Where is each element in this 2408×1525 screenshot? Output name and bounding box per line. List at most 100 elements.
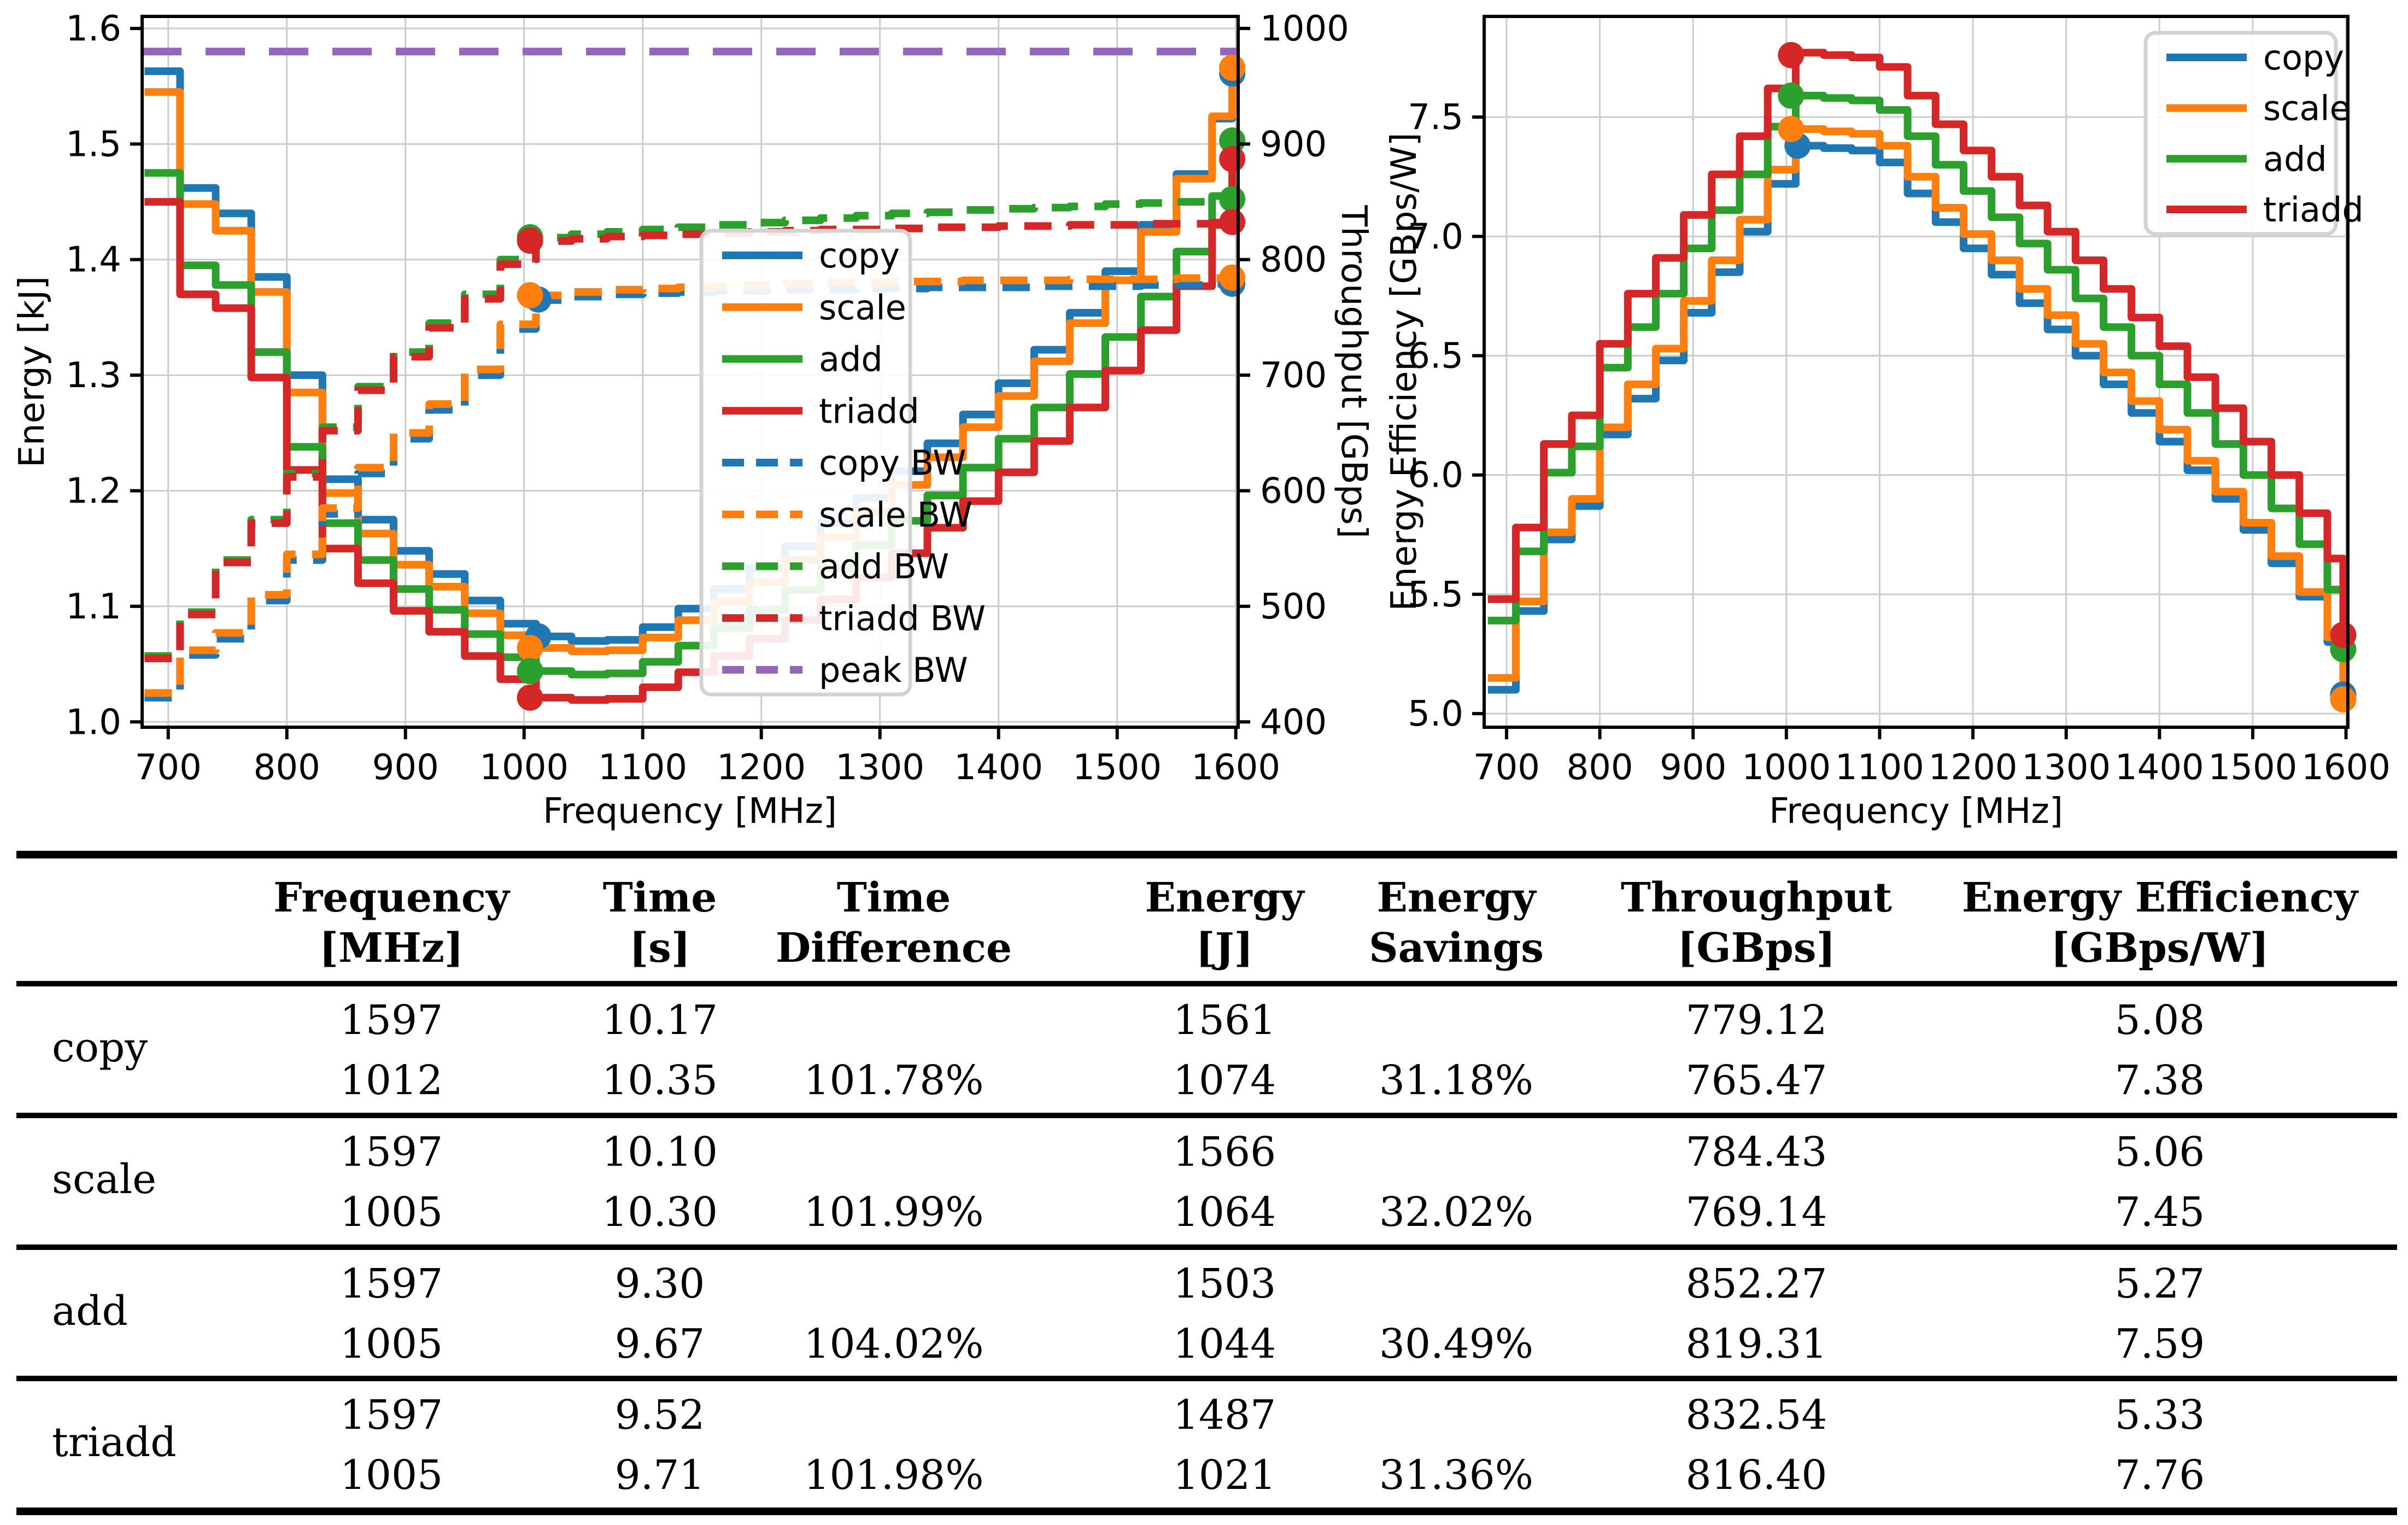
tick-label-x: 800 [1566, 747, 1633, 788]
series-line-scale [1487, 125, 2347, 699]
series-lines [1487, 49, 2347, 699]
legend-label-scale-BW: scale BW [819, 495, 972, 535]
series-line-scale [144, 67, 1237, 656]
legend-label-add-BW: add BW [819, 547, 949, 587]
table-cell: 1561 [1173, 997, 1276, 1044]
table-cell: 769.14 [1685, 1188, 1827, 1236]
results-table: Frequency [MHz] Time [s] Time Difference Energ… [0, 842, 2408, 1525]
series-line-add [1487, 91, 2347, 650]
table-cell: 10.17 [602, 997, 718, 1044]
marker-scale [517, 634, 543, 661]
tick-label-x: 1400 [2115, 747, 2204, 788]
table-cell: 765.47 [1685, 1057, 1827, 1104]
tick-label-y: 1.5 [66, 124, 121, 165]
column-header: Energy Efficiency [1961, 874, 2358, 921]
table-rule [16, 1113, 2397, 1118]
tick-label-y2: 700 [1260, 355, 1327, 396]
tick-label-y: 1.0 [66, 702, 121, 743]
legend-label-copy: copy [819, 236, 900, 276]
tick-label-y2: 400 [1260, 702, 1327, 743]
column-header: [GBps] [1677, 925, 1836, 972]
tick-label-y2: 500 [1260, 587, 1327, 627]
table-cell: 779.12 [1685, 997, 1827, 1044]
axis-tick-labels: 700 800 900 1000 1100 1200 1300 1400 1500 1600 5.0… [1408, 97, 2391, 788]
column-header: Time [836, 874, 951, 921]
legend: copy scale add triadd copy BW scale BW add BW t… [699, 229, 986, 697]
tick-label-y: 1.3 [66, 355, 121, 396]
tick-label-x: 1300 [835, 747, 924, 788]
table-cell: 784.43 [1685, 1128, 1827, 1176]
legend-label-triadd: triadd [819, 391, 919, 431]
tick-label-x: 1500 [2208, 747, 2298, 788]
table-cell: 1044 [1173, 1320, 1276, 1368]
column-header: Difference [775, 925, 1012, 972]
marker-triadd [2330, 622, 2357, 648]
legend: copy scale add triadd [2143, 31, 2364, 236]
tick-label-y: 5.5 [1408, 575, 1463, 615]
table-cell: 1021 [1173, 1452, 1276, 1499]
table-rule [16, 981, 2397, 986]
tick-label-x: 1000 [1742, 747, 1831, 788]
table-cell: 32.02% [1379, 1188, 1534, 1236]
tick-label-x: 1600 [1191, 747, 1280, 788]
table-cell: 101.78% [804, 1057, 984, 1104]
marker-scale-BW [1219, 264, 1246, 291]
marker-triadd [1778, 42, 1804, 68]
marker-scale [1219, 54, 1246, 81]
series-line-triadd-BW [144, 219, 1237, 662]
legend-label-triadd: triadd [2263, 190, 2364, 230]
table-cell: 1074 [1173, 1057, 1276, 1104]
tick-label-x: 1100 [598, 747, 687, 788]
table-rule [16, 1376, 2397, 1381]
legend-label-add: add [2263, 139, 2327, 179]
column-header: Energy [1145, 874, 1304, 921]
legend-label-scale: scale [819, 288, 906, 328]
y-axis-label: Energy Efficiency [GBps/W] [1384, 132, 1425, 611]
table-cell: 816.40 [1685, 1452, 1827, 1499]
table-cell: 7.76 [2114, 1452, 2205, 1499]
plot-border [1483, 15, 2350, 729]
table-cell: 1012 [339, 1057, 443, 1104]
tick-label-x: 900 [372, 747, 439, 788]
table-cell: 104.02% [804, 1320, 984, 1368]
column-header: [s] [629, 925, 690, 972]
tick-label-x: 1200 [717, 747, 806, 788]
legend-box [699, 229, 912, 697]
table-cell: 7.59 [2114, 1320, 2205, 1368]
series-line-copy-BW [144, 280, 1233, 702]
tick-label-y: 1.1 [66, 587, 121, 627]
table-cell: 1005 [339, 1320, 443, 1368]
table-cell: 1597 [339, 1260, 443, 1307]
tick-label-y2: 600 [1260, 471, 1327, 512]
tick-label-x: 1200 [1929, 747, 2018, 788]
legend-label-copy-BW: copy BW [819, 443, 966, 483]
table-cell: 9.52 [614, 1392, 705, 1439]
table-rule [16, 1508, 2397, 1515]
tick-label-y: 5.0 [1408, 694, 1463, 734]
table-cell: 5.06 [2114, 1128, 2205, 1176]
row-label-copy: copy [52, 1024, 148, 1071]
marker-triadd-BW [517, 227, 543, 254]
tick-label-y: 7.0 [1408, 217, 1463, 257]
tick-label-x: 700 [1473, 747, 1540, 788]
table-cell: 832.54 [1685, 1392, 1827, 1439]
column-header: Time [602, 874, 717, 921]
marker-triadd [1219, 145, 1246, 172]
table-cell: 1064 [1173, 1188, 1276, 1236]
table-cell: 1597 [339, 997, 443, 1044]
legend-label-add: add [819, 340, 883, 379]
table-cell: 1597 [339, 1392, 443, 1439]
energy-throughput-chart: 700 800 900 1000 1100 1200 1300 1400 1500 1600 1.0… [12, 9, 1374, 832]
column-header: Frequency [273, 874, 509, 921]
tick-label-y: 1.6 [66, 9, 121, 49]
marker-scale-BW [517, 282, 543, 308]
table-cell: 31.18% [1379, 1057, 1534, 1104]
tick-label-x: 900 [1660, 747, 1726, 788]
marker-add [517, 658, 543, 685]
table-cell: 1005 [339, 1452, 443, 1499]
column-header: [GBps/W] [2050, 925, 2269, 972]
marker-add [1778, 82, 1804, 109]
marker-triadd [517, 684, 543, 711]
table-cell: 9.71 [614, 1452, 705, 1499]
